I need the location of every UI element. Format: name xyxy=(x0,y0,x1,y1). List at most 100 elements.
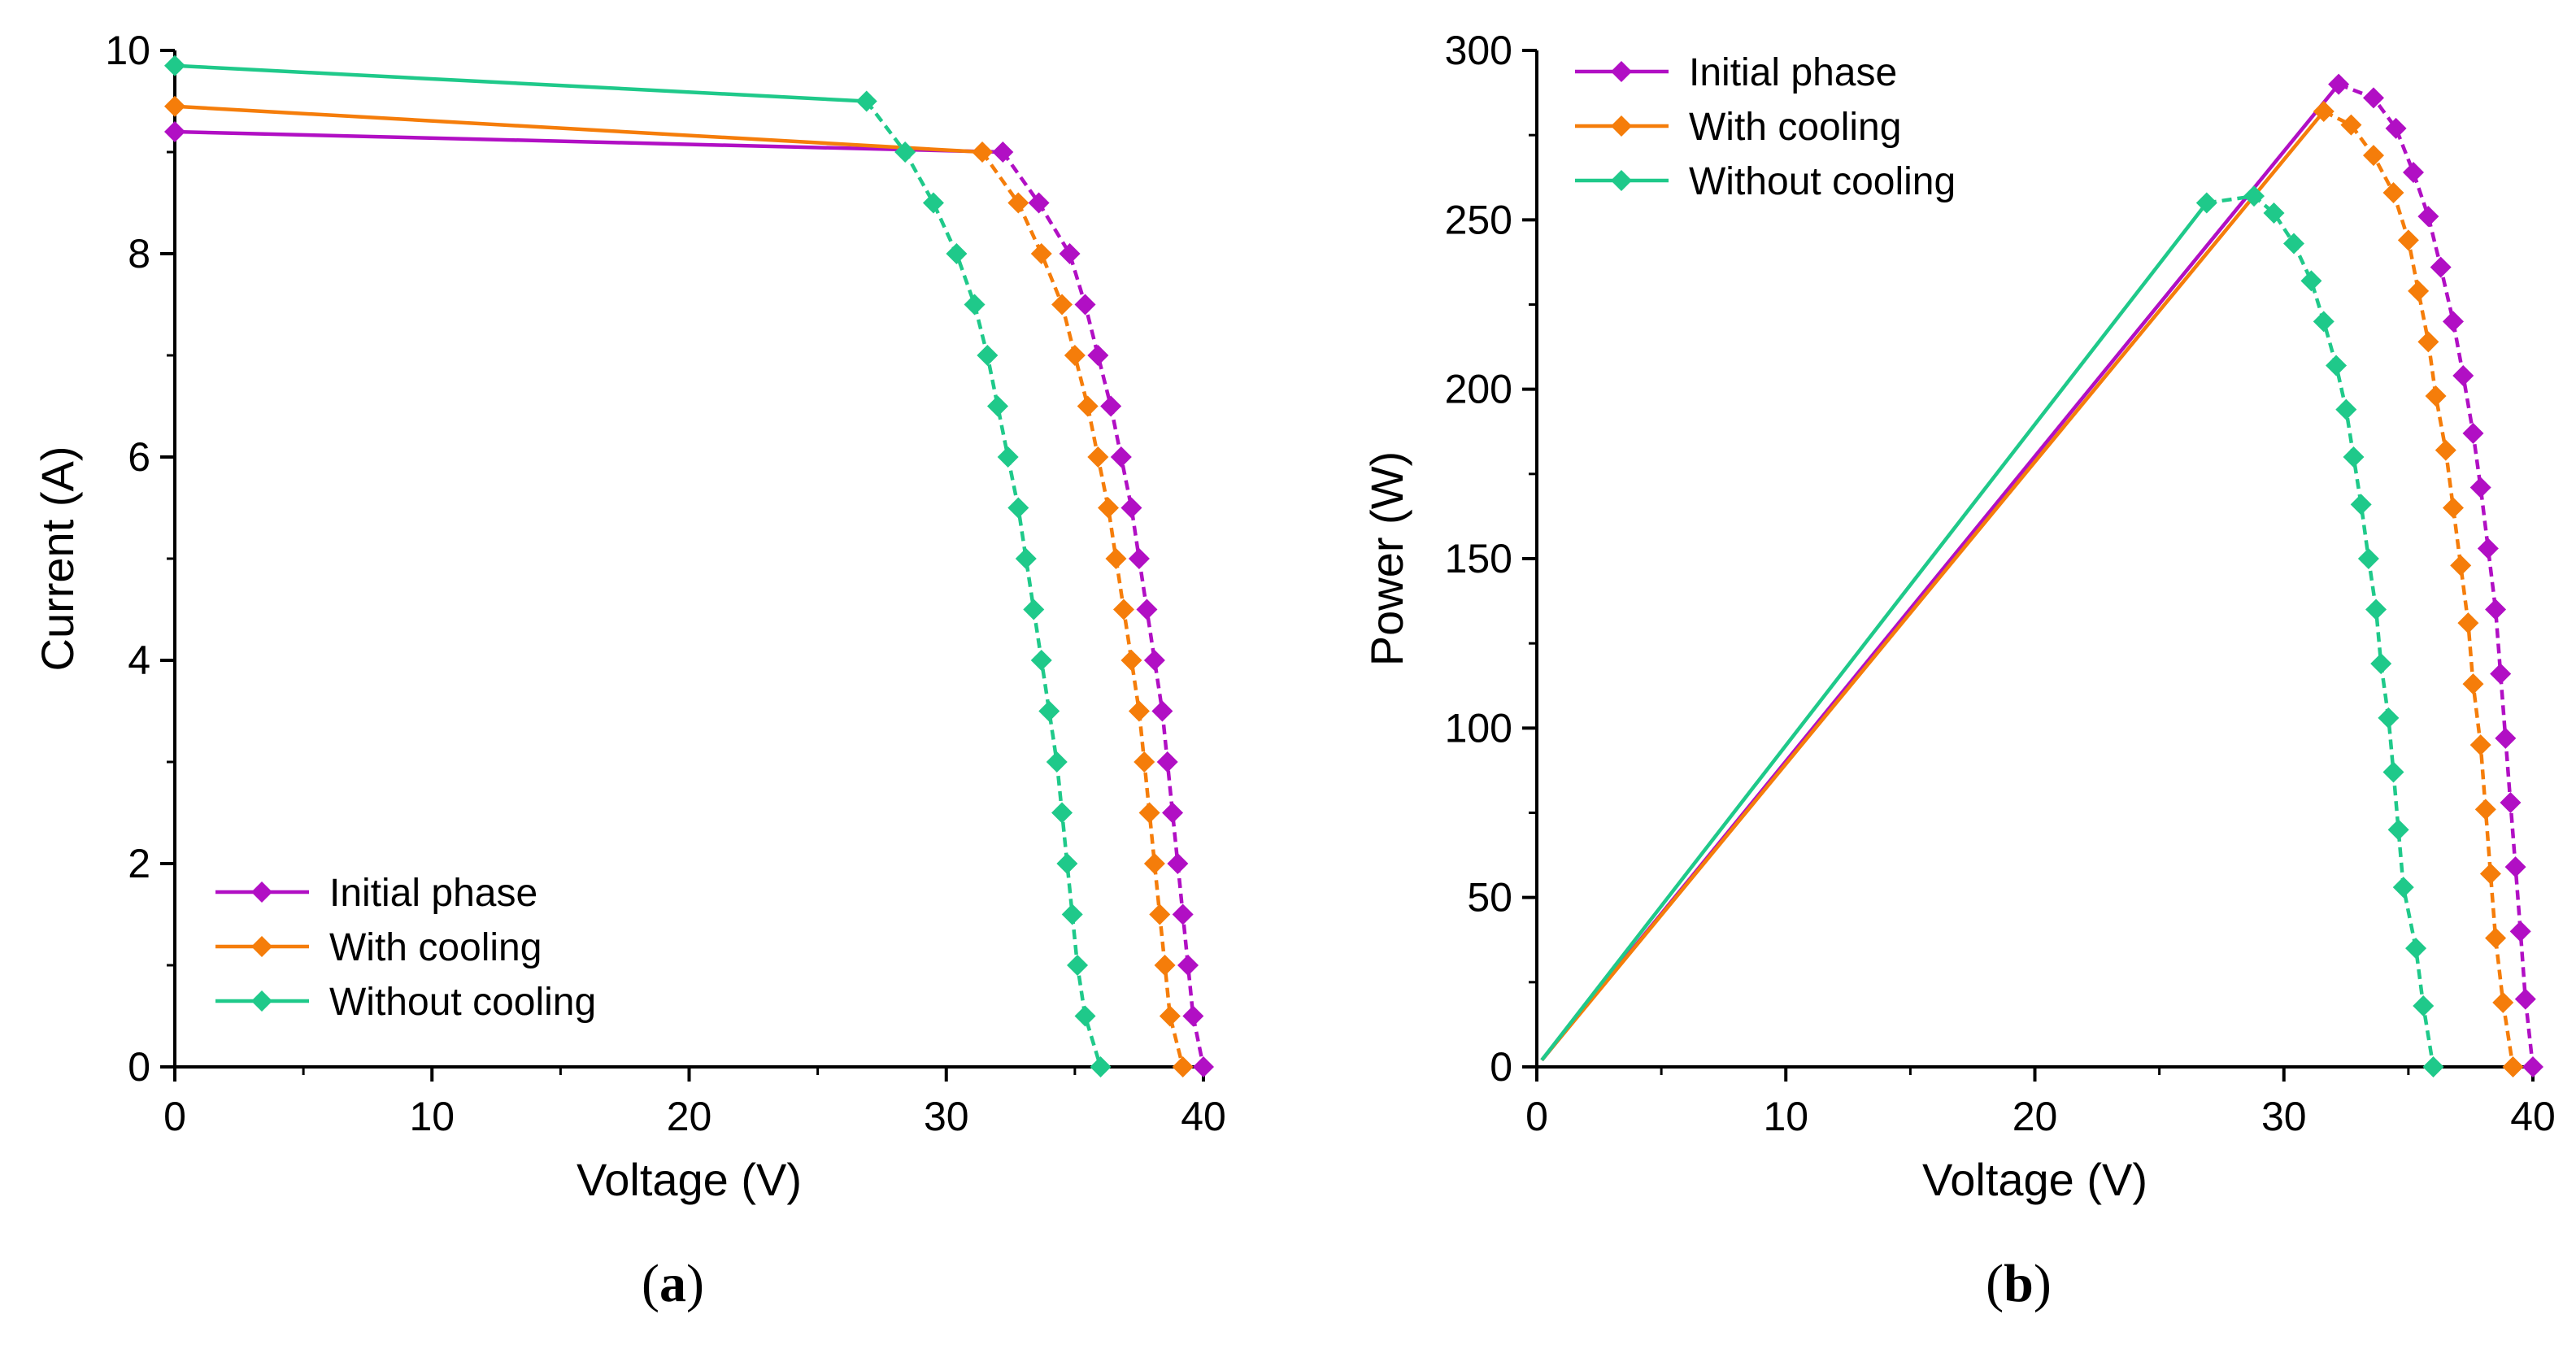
data-point xyxy=(1074,1005,1096,1027)
data-point xyxy=(1128,700,1150,722)
data-point xyxy=(1061,903,1083,925)
data-point xyxy=(1087,345,1109,366)
data-point xyxy=(2370,653,2392,675)
data-point xyxy=(2405,938,2427,960)
data-point xyxy=(1167,853,1189,874)
x-tick-label: 30 xyxy=(2261,1094,2307,1139)
data-point xyxy=(164,95,185,117)
data-point xyxy=(997,446,1019,468)
legend-marker xyxy=(251,881,272,903)
data-point xyxy=(1023,599,1045,620)
data-point xyxy=(1105,548,1127,569)
legend-label: Initial phase xyxy=(1689,51,1897,94)
data-point xyxy=(2450,555,2472,577)
data-point xyxy=(946,243,968,264)
panel-label: (b) xyxy=(1986,1254,2052,1313)
y-tick-label: 6 xyxy=(128,434,150,480)
series-without-cooling xyxy=(164,54,1112,1077)
series-without-cooling xyxy=(1540,185,2444,1077)
data-point xyxy=(1051,294,1073,316)
x-tick-label: 30 xyxy=(924,1094,969,1139)
data-point xyxy=(1159,1005,1181,1027)
data-point xyxy=(1143,650,1165,671)
legend-marker xyxy=(1611,61,1632,82)
data-point xyxy=(855,90,877,112)
data-point xyxy=(1090,1056,1112,1077)
data-point xyxy=(1156,751,1178,773)
data-point xyxy=(2343,446,2365,468)
legend-marker xyxy=(251,990,272,1012)
data-point xyxy=(2500,792,2522,813)
data-point xyxy=(2363,87,2384,109)
data-point xyxy=(987,395,1008,417)
x-tick-label: 40 xyxy=(2510,1094,2556,1139)
panel-label-letter: a xyxy=(659,1254,686,1313)
data-point xyxy=(2485,927,2507,949)
data-point xyxy=(2490,663,2512,685)
data-point xyxy=(1172,1056,1194,1077)
data-point xyxy=(2263,202,2285,224)
data-point xyxy=(2413,995,2435,1016)
data-point xyxy=(1100,395,1122,417)
chart-panel-a: 0 10 20 30 40 0 2 4 6 8 10 Voltage (V) Current (A) In… xyxy=(32,28,1226,1313)
y-tick-label: 250 xyxy=(1445,197,1512,242)
y-axis-label: Current (A) xyxy=(32,446,83,672)
data-point xyxy=(2397,229,2419,251)
data-point xyxy=(1128,548,1150,569)
data-point xyxy=(2326,355,2348,377)
data-point xyxy=(1028,192,1050,214)
data-point xyxy=(1059,243,1081,264)
data-point xyxy=(1007,497,1029,519)
data-point xyxy=(2469,734,2491,756)
data-point xyxy=(1110,446,1132,468)
data-point xyxy=(1064,345,1086,366)
data-point xyxy=(2457,612,2479,634)
data-point xyxy=(2408,280,2430,302)
data-point xyxy=(1120,497,1142,519)
series-line-solid xyxy=(174,129,1003,155)
x-tick-label: 0 xyxy=(163,1094,186,1139)
data-point xyxy=(2425,385,2447,407)
data-point xyxy=(2300,270,2322,292)
series-line-solid xyxy=(1540,110,2326,1062)
y-tick-label: 0 xyxy=(128,1044,150,1090)
data-point xyxy=(1177,955,1199,976)
legend: Initial phase With cooling Without cooling xyxy=(1575,51,1956,203)
x-tick-label: 10 xyxy=(409,1094,455,1139)
data-point xyxy=(1151,700,1173,722)
series-line-solid xyxy=(1540,202,2208,1062)
data-point xyxy=(2363,145,2384,167)
y-tick-label: 200 xyxy=(1445,367,1512,412)
data-point xyxy=(1077,395,1099,417)
data-point xyxy=(1120,650,1142,671)
data-point xyxy=(2243,185,2265,207)
y-tick-label: 10 xyxy=(105,28,150,73)
legend-label: Without cooling xyxy=(1689,160,1956,203)
x-axis-label: Voltage (V) xyxy=(1922,1154,2147,1205)
data-point xyxy=(2474,799,2496,820)
data-point xyxy=(1015,548,1037,569)
data-point xyxy=(2382,761,2404,783)
legend-label: With cooling xyxy=(1689,106,1901,149)
panel-label-close: ) xyxy=(686,1254,704,1313)
data-point xyxy=(1193,1056,1214,1077)
data-point xyxy=(2313,101,2334,122)
data-point xyxy=(2495,727,2517,749)
legend-label: Without cooling xyxy=(329,981,596,1024)
x-tick-label: 20 xyxy=(667,1094,712,1139)
data-point xyxy=(992,141,1014,163)
y-tick-label: 300 xyxy=(1445,28,1512,73)
data-point xyxy=(2378,707,2400,729)
data-point xyxy=(2430,256,2452,278)
data-point xyxy=(2477,538,2499,559)
data-point xyxy=(2435,439,2456,461)
series-line-dashed xyxy=(2338,82,2535,1068)
data-point xyxy=(2340,114,2362,136)
data-point xyxy=(164,54,185,76)
data-point xyxy=(2403,162,2424,183)
panel-label-close: ) xyxy=(2034,1254,2052,1313)
panel-label-open: ( xyxy=(642,1254,659,1313)
y-tick-label: 50 xyxy=(1467,875,1512,921)
data-point xyxy=(2417,331,2439,353)
